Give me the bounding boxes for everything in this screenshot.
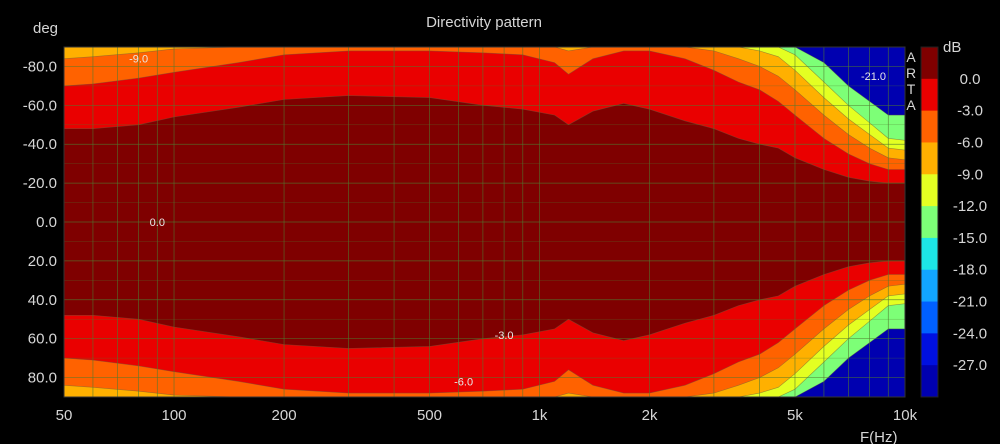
colorbar-label: -27.0 <box>953 357 987 374</box>
colorbar-label: -21.0 <box>953 294 987 311</box>
plot-border <box>63 46 906 398</box>
colorbar-title: dB <box>943 39 961 56</box>
y-tick-label: -20.0 <box>23 175 57 192</box>
colorbar-label: -12.0 <box>953 198 987 215</box>
colorbar-label: -15.0 <box>953 230 987 247</box>
colorbar-swatch <box>921 237 938 271</box>
x-tick-label: 500 <box>417 407 442 424</box>
watermark-letter: R <box>906 65 916 81</box>
colorbar-swatch <box>921 110 938 143</box>
x-tick-label: 100 <box>162 407 187 424</box>
colorbar-swatch <box>921 142 938 175</box>
contour-label: -3.0 <box>495 330 514 342</box>
colorbar-swatch <box>921 78 938 112</box>
colorbar-swatch <box>921 333 938 366</box>
contour-label: -21.0 <box>861 71 886 83</box>
colorbar-label: -6.0 <box>957 134 983 151</box>
watermark-letter: A <box>906 97 916 113</box>
x-tick-label: 10k <box>893 407 918 424</box>
contour-label: 0.0 <box>150 217 165 229</box>
colorbar-swatch <box>921 365 938 398</box>
colorbar-swatch <box>921 301 938 334</box>
x-tick-label: 200 <box>272 407 297 424</box>
colorbar-label: -18.0 <box>953 262 987 279</box>
colorbar-swatch <box>921 269 938 303</box>
colorbar-label: -9.0 <box>957 166 983 183</box>
contour-label: -6.0 <box>454 376 473 388</box>
y-axis-label: deg <box>33 20 58 37</box>
y-tick-label: 60.0 <box>28 331 57 348</box>
colorbar: 0.0 -3.0 -6.0 -9.0 -12.0 -15.0 -18.0 -21.0 -24.0… <box>920 46 987 398</box>
colorbar-swatch <box>921 174 938 207</box>
x-tick-label: 50 <box>56 407 73 424</box>
x-axis-label: F(Hz) <box>860 429 898 444</box>
axes: 50 100 200 500 1k 2k 5k 10k -80.0 -60.0 -40.0 -20.0… <box>23 46 918 424</box>
y-tick-label: -60.0 <box>23 97 57 114</box>
colorbar-swatch <box>921 47 938 80</box>
x-tick-label: 5k <box>787 407 803 424</box>
y-tick-label: 20.0 <box>28 253 57 270</box>
x-tick-label: 1k <box>532 407 548 424</box>
colorbar-label: -24.0 <box>953 325 987 342</box>
watermark-letter: T <box>907 81 916 97</box>
chart-title: Directivity pattern <box>426 14 542 31</box>
y-tick-label: 0.0 <box>36 214 57 231</box>
y-tick-label: -40.0 <box>23 136 57 153</box>
colorbar-label: -3.0 <box>957 103 983 120</box>
contour-label: -9.0 <box>129 54 148 66</box>
colorbar-swatch <box>921 206 938 239</box>
y-tick-label: 40.0 <box>28 292 57 309</box>
watermark-letter: A <box>906 49 916 65</box>
colorbar-label: 0.0 <box>960 71 981 88</box>
y-tick-label: 80.0 <box>28 370 57 387</box>
y-tick-label: -80.0 <box>23 58 57 75</box>
x-tick-label: 2k <box>642 407 658 424</box>
colorbar-border <box>920 46 939 398</box>
